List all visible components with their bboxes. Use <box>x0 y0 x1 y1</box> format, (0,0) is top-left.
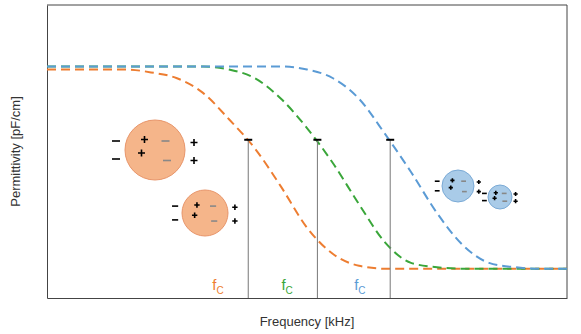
charge-plus <box>477 190 481 194</box>
charge-minus <box>502 193 507 195</box>
cutoff-label-sub: C <box>358 285 365 296</box>
charge-minus <box>210 205 216 207</box>
plot-area: fC fC fC <box>47 5 568 299</box>
cutoff-marker <box>244 139 252 141</box>
cell-body <box>125 120 185 180</box>
charge-minus <box>461 180 466 182</box>
cell <box>482 185 518 209</box>
charge-minus <box>482 193 487 195</box>
annotations: fC fC fC <box>212 140 394 298</box>
charge-minus <box>163 160 171 162</box>
cutoff-label-sub: C <box>216 285 223 296</box>
charge-minus <box>162 140 170 142</box>
series-line <box>47 67 567 269</box>
charge-minus <box>435 180 440 182</box>
cell-body <box>182 190 228 236</box>
x-axis-title: Frequency [kHz] <box>260 314 355 329</box>
charge-minus <box>172 205 178 207</box>
charge-plus <box>194 202 199 207</box>
cell-body <box>488 185 512 209</box>
cutoff-line <box>317 140 318 298</box>
series-group <box>47 67 567 269</box>
charge-plus <box>450 178 454 182</box>
charge-minus <box>435 190 440 192</box>
x-axis-line <box>48 298 568 299</box>
cell <box>112 120 198 180</box>
charge-plus <box>192 213 197 218</box>
cutoff-label: fC <box>354 276 365 296</box>
cutoff-marker <box>386 139 394 141</box>
charge-plus <box>514 192 518 196</box>
cutoff-label-sub: C <box>286 285 293 296</box>
cutoff-label: fC <box>212 276 223 296</box>
chart: fC fC fC Frequency [kHz] Permittivity [pF/cm… <box>0 0 581 334</box>
charge-minus <box>112 158 120 160</box>
cell <box>435 170 481 202</box>
cutoff-line <box>248 140 249 298</box>
charge-minus <box>112 140 120 142</box>
frame-right <box>567 5 568 298</box>
y-axis-title: Permittivity [pF/cm] <box>8 96 23 207</box>
y-axis-line <box>47 6 48 299</box>
charge-plus <box>141 136 148 143</box>
cell-body <box>442 170 474 202</box>
charge-minus <box>482 200 487 202</box>
series-line <box>47 69 567 268</box>
x-axis <box>48 298 568 299</box>
cell <box>172 190 238 236</box>
charge-plus <box>138 150 145 157</box>
series-line <box>47 67 567 269</box>
charge-plus <box>493 196 497 200</box>
charge-minus <box>172 219 178 221</box>
cutoff-marker <box>313 139 321 141</box>
charge-plus <box>232 205 237 210</box>
frame-top <box>47 5 567 6</box>
charge-plus <box>477 180 481 184</box>
y-axis <box>47 6 48 299</box>
charge-plus <box>514 199 518 203</box>
charge-plus <box>494 191 498 195</box>
charge-minus <box>462 191 467 193</box>
charge-plus <box>232 218 237 223</box>
charge-minus <box>502 200 507 202</box>
charge-minus <box>211 220 217 222</box>
charge-plus <box>449 186 453 190</box>
cutoff-label: fC <box>281 276 292 296</box>
charge-plus <box>191 157 198 164</box>
cutoff-line <box>390 140 391 298</box>
charge-plus <box>191 139 198 146</box>
